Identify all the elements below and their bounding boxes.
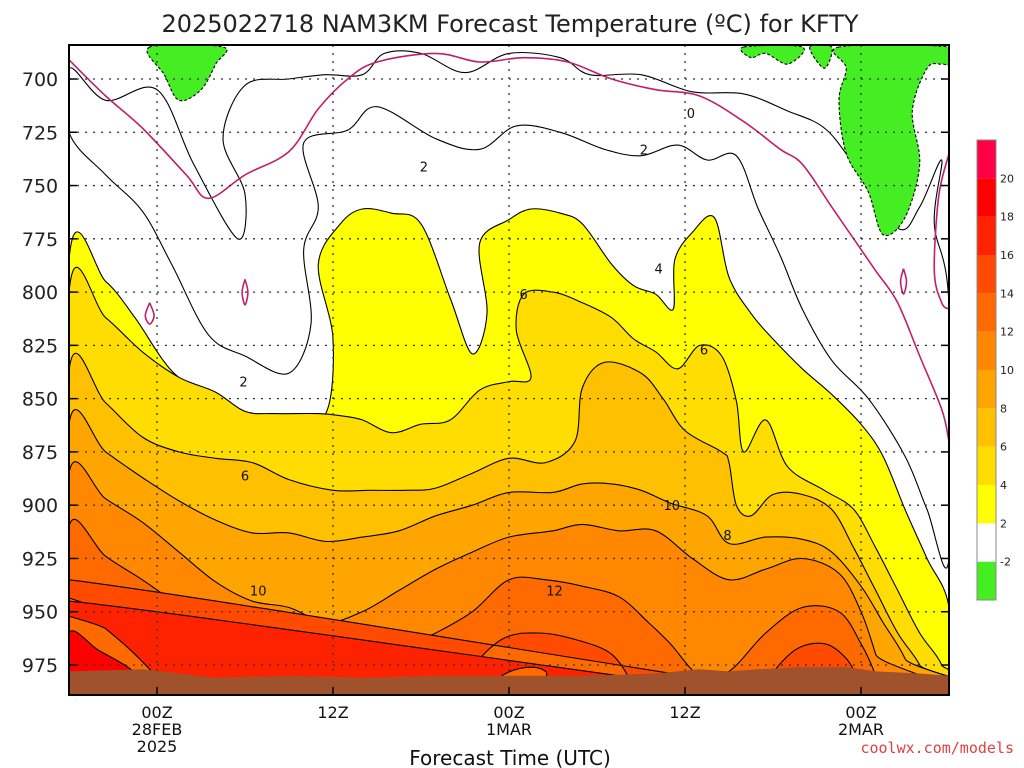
contour-label-5: 6 (520, 288, 528, 303)
colorbar-label-7: 14 (1000, 287, 1014, 300)
x-tick-label-2-1: 1MAR (486, 720, 532, 739)
band--2-11 (740, 45, 805, 65)
contour-label-8: 8 (723, 529, 731, 544)
colorbar-frame (976, 139, 997, 601)
colorbar-label-9: 18 (1000, 211, 1014, 224)
colorbar-swatch-5 (977, 370, 996, 409)
x-tick-label-0-0: 00Z (141, 703, 172, 722)
contour-label-3: 2 (239, 376, 247, 391)
y-tick-label-775: 775 (22, 229, 58, 251)
x-tick-label-3-0: 12Z (669, 703, 700, 722)
y-axis: 700 725 750 775 800 825 850 875 900 925 950 975 (22, 69, 949, 677)
band-0-2-0 (69, 50, 949, 569)
y-tick-label-750: 750 (22, 176, 58, 198)
y-tick-label-825: 825 (22, 335, 58, 357)
x-tick-label-1-0: 12Z (317, 703, 348, 722)
colorbar-label-8: 16 (1000, 249, 1014, 262)
colorbar-swatch-7 (977, 293, 996, 332)
colorbar-label-2: 4 (1000, 479, 1007, 492)
colorbar-label-0: -2 (1000, 556, 1011, 569)
y-tick-label-725: 725 (22, 122, 58, 144)
x-tick-label-4-1: 2MAR (838, 720, 884, 739)
contour-label-7: 6 (241, 469, 249, 484)
band--2-12 (809, 45, 833, 69)
colorbar-swatch-0 (977, 561, 996, 600)
colorbar-label-10: 20 (1000, 172, 1014, 185)
colorbar-label-6: 12 (1000, 326, 1014, 339)
y-tick-label-850: 850 (22, 389, 58, 411)
zero-contour-3 (899, 268, 908, 296)
colorbar: -2 2 4 6 8 10 12 14 16 18 20 (976, 139, 1014, 601)
contour-label-1: 2 (420, 160, 428, 175)
contour-label-0: 0 (687, 107, 695, 122)
chart-title: 2025022718 NAM3KM Forecast Temperature (… (161, 10, 858, 38)
y-tick-label-950: 950 (22, 602, 58, 624)
zero-contour-0 (69, 52, 949, 442)
x-tick-label-4-0: 00Z (845, 703, 876, 722)
zero-contour-1 (241, 279, 249, 306)
colorbar-swatch-8 (977, 255, 996, 294)
zero-contour-2 (144, 302, 155, 325)
y-tick-label-700: 700 (22, 69, 58, 91)
colorbar-swatch-2 (977, 485, 996, 524)
band--2-13 (832, 45, 949, 237)
colorbar-swatch-6 (977, 331, 996, 370)
y-tick-label-900: 900 (22, 495, 58, 517)
colorbar-swatch-9 (977, 216, 996, 255)
grid-lines (69, 45, 949, 695)
contour-label-2: 2 (640, 143, 648, 158)
contour-label-6: 6 (700, 344, 708, 359)
colorbar-label-1: 2 (1000, 517, 1007, 530)
zero-contours (69, 52, 949, 442)
colorbar-swatch-3 (977, 446, 996, 485)
y-tick-label-975: 975 (22, 655, 58, 677)
colorbar-label-3: 6 (1000, 441, 1007, 454)
colorbar-swatch-1 (977, 523, 996, 562)
y-tick-label-925: 925 (22, 548, 58, 570)
zero-contour-4 (933, 153, 949, 310)
colorbar-swatch-4 (977, 408, 996, 447)
contour-label-4: 4 (654, 263, 662, 278)
y-tick-label-875: 875 (22, 442, 58, 464)
plot-area (69, 45, 949, 695)
colorbar-label-4: 8 (1000, 402, 1007, 415)
contour-labels: 0 2 2 2 4 6 6 6 8 10 10 12 (239, 107, 731, 599)
colorbar-label-5: 10 (1000, 364, 1014, 377)
x-tick-label-2-0: 00Z (493, 703, 524, 722)
x-axis-label: Forecast Time (UTC) (409, 746, 611, 768)
x-tick-label-0-2: 2025 (137, 737, 178, 756)
colorbar-swatch-10 (977, 178, 996, 217)
y-tick-label-800: 800 (22, 282, 58, 304)
terrain (69, 667, 949, 695)
contour-label-9: 10 (250, 584, 267, 599)
band--2-10 (146, 45, 228, 102)
credit-text: coolwx.com/models (860, 739, 1014, 757)
x-tick-label-0-1: 28FEB (132, 720, 183, 739)
colorbar-swatch-11 (977, 140, 996, 179)
contour-label-11: 12 (546, 584, 563, 599)
contour-label-10: 10 (664, 499, 681, 514)
